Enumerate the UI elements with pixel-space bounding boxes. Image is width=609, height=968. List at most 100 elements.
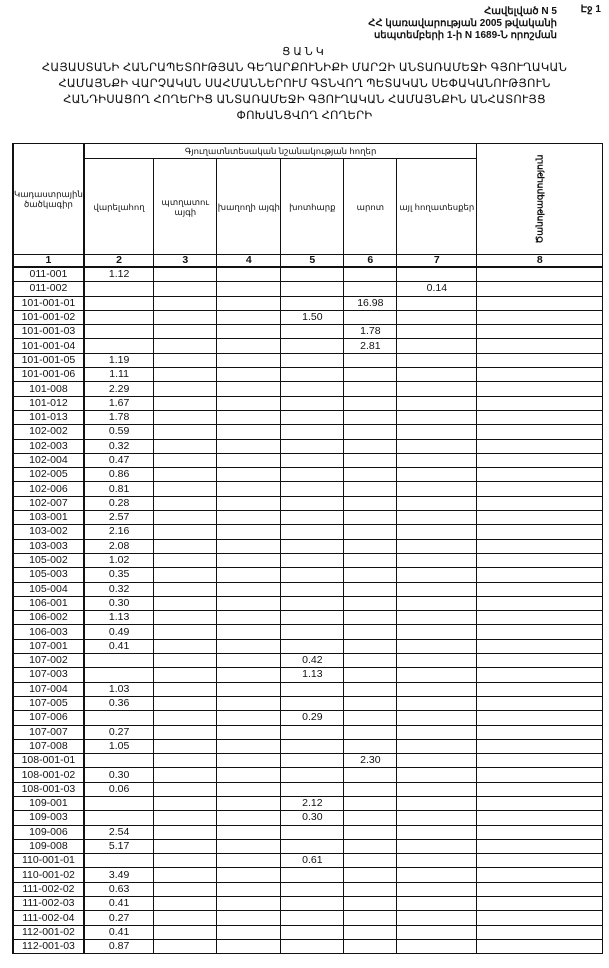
orchard-cell (153, 595, 218, 612)
vineyard-cell (216, 424, 282, 440)
cadastral-code-cell: 108-001-03 (12, 781, 85, 797)
vineyard-cell (216, 710, 282, 726)
vineyard-cell (216, 610, 282, 626)
arable-cell: 0.32 (83, 438, 155, 454)
notes-cell (476, 381, 604, 397)
table-row: 108-001-01 2.30 (12, 753, 604, 769)
pasture-cell (343, 738, 398, 755)
notes-cell (476, 281, 604, 297)
arable-cell: 0.06 (83, 781, 155, 797)
hayfield-cell (280, 738, 345, 755)
vineyard-cell (216, 638, 282, 655)
orchard-cell (153, 367, 218, 383)
vineyard-cell (216, 653, 282, 669)
hayfield-cell (280, 338, 345, 354)
other-land-cell (396, 552, 478, 569)
other-land-cell: 0.14 (396, 281, 478, 297)
table-row: 103-003 2.08 (12, 538, 604, 554)
pasture-cell (343, 638, 398, 655)
column-number: 4 (216, 254, 282, 268)
arable-cell: 1.13 (83, 610, 155, 626)
hayfield-cell (280, 324, 345, 340)
arable-cell: 2.29 (83, 381, 155, 397)
orchard-cell (153, 266, 218, 283)
hayfield-cell (280, 367, 345, 383)
table-row: 103-002 2.16 (12, 524, 604, 540)
hayfield-cell (280, 824, 345, 840)
vineyard-cell (216, 867, 282, 883)
orchard-cell (153, 381, 218, 397)
orchard-cell (153, 481, 218, 497)
notes-cell (476, 638, 604, 655)
vineyard-cell (216, 667, 282, 683)
arable-cell: 1.12 (83, 266, 155, 283)
pasture-cell (343, 881, 398, 898)
hayfield-cell (280, 767, 345, 783)
arable-cell: 0.30 (83, 595, 155, 612)
hayfield-cell (280, 681, 345, 697)
pasture-cell (343, 710, 398, 726)
column-number: 8 (476, 254, 604, 268)
vineyard-cell (216, 409, 282, 426)
table-row: 112-001-02 0.41 (12, 924, 604, 940)
vineyard-cell (216, 510, 282, 526)
cadastral-code-cell: 011-002 (12, 281, 85, 297)
other-land-cell (396, 767, 478, 783)
cadastral-code-cell: 102-002 (12, 424, 85, 440)
arable-cell: 0.41 (83, 924, 155, 940)
pasture-cell (343, 424, 398, 440)
orchard-cell (153, 767, 218, 783)
title-line-3: ՀԱՆԴԻՍԱՑՈՂ ՀՈՂԵՐԻՑ ԱՆՏԱՌԱՄԵՋԻ ԳՅՈՒՂԱԿԱՆ … (63, 94, 546, 106)
arable-cell (83, 309, 155, 326)
vineyard-cell (216, 753, 282, 769)
other-land-cell (396, 452, 478, 469)
table-row: 102-002 0.59 (12, 424, 604, 440)
hayfield-cell (280, 838, 345, 855)
orchard-cell (153, 324, 218, 340)
header-notes: Ծանոթագրություն (476, 143, 604, 255)
orchard-cell (153, 938, 218, 955)
notes-cell (476, 910, 604, 926)
orchard-cell (153, 753, 218, 769)
pasture-cell (343, 409, 398, 426)
pasture-cell (343, 924, 398, 940)
pasture-cell (343, 653, 398, 669)
cadastral-code-cell: 101-012 (12, 395, 85, 411)
cadastral-code-cell: 109-003 (12, 810, 85, 826)
hayfield-cell (280, 538, 345, 554)
pasture-cell (343, 595, 398, 612)
vineyard-cell (216, 524, 282, 540)
orchard-cell (153, 653, 218, 669)
orchard-cell (153, 853, 218, 869)
notes-cell (476, 781, 604, 797)
cadastral-code-cell: 101-001-03 (12, 324, 85, 340)
orchard-cell (153, 810, 218, 826)
hayfield-cell (280, 881, 345, 898)
table-row: 106-003 0.49 (12, 624, 604, 640)
pasture-cell: 2.81 (343, 338, 398, 354)
orchard-cell (153, 467, 218, 483)
vineyard-cell (216, 552, 282, 569)
orchard-cell (153, 781, 218, 797)
orchard-cell (153, 538, 218, 554)
cadastral-code-cell: 102-006 (12, 481, 85, 497)
hayfield-cell: 0.29 (280, 710, 345, 726)
vineyard-cell (216, 438, 282, 454)
pasture-cell (343, 610, 398, 626)
hayfield-cell (280, 867, 345, 883)
pasture-cell (343, 910, 398, 926)
pasture-cell (343, 495, 398, 512)
header-arable: վարելահող (83, 158, 155, 255)
orchard-cell (153, 795, 218, 812)
table-row: 101-001-01 16.98 (12, 295, 604, 311)
notes-cell (476, 510, 604, 526)
hayfield-cell (280, 281, 345, 297)
cadastral-code-cell: 101-008 (12, 381, 85, 397)
cadastral-code-cell: 107-007 (12, 724, 85, 740)
table-row: 107-003 1.13 (12, 667, 604, 683)
hayfield-cell (280, 924, 345, 940)
title-heading: ՑԱՆԿ (282, 46, 327, 58)
other-land-cell (396, 581, 478, 597)
table-row: 108-001-02 0.30 (12, 767, 604, 783)
vineyard-cell (216, 395, 282, 411)
